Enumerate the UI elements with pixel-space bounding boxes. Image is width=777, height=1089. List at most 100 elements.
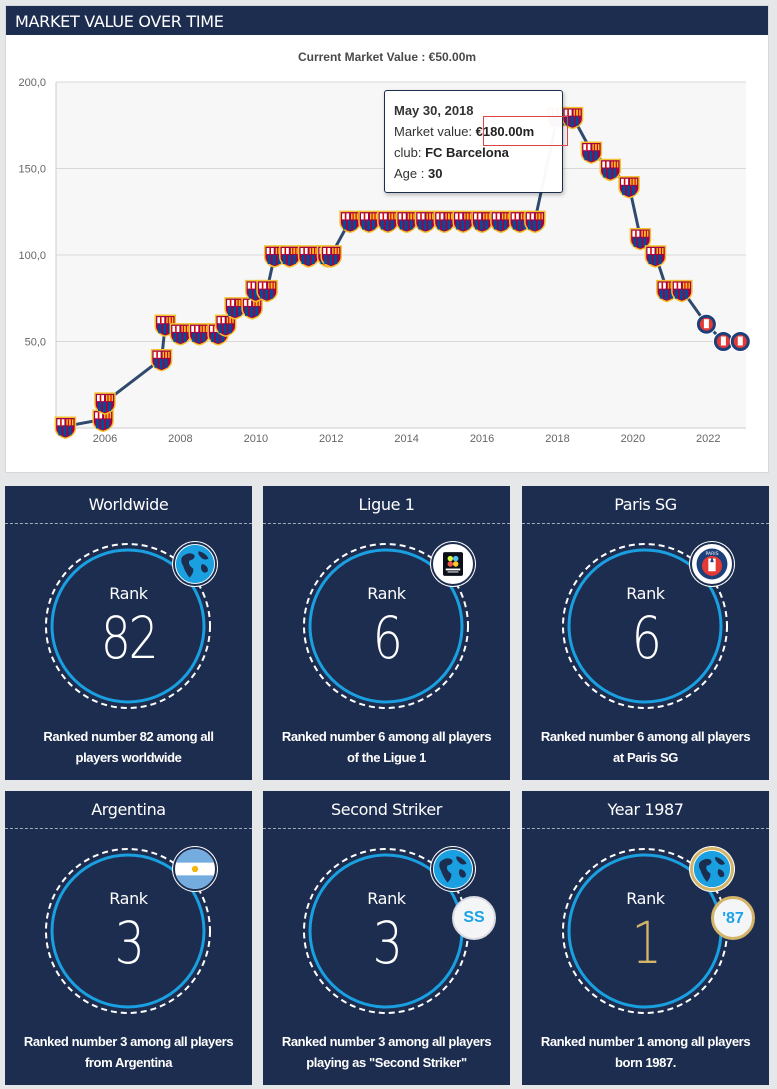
fcb-point-marker[interactable] — [297, 245, 320, 268]
y-tick-label: 100,0 — [18, 250, 46, 262]
globe-icon — [690, 847, 734, 891]
fcb-point-marker[interactable] — [224, 297, 246, 320]
fcb-point-marker[interactable] — [94, 392, 116, 415]
x-tick-label: 2016 — [470, 433, 494, 445]
rank-label: Rank — [367, 584, 406, 603]
rank-ring — [303, 543, 469, 709]
fcb-point-marker[interactable] — [414, 210, 437, 234]
argentina-flag — [173, 847, 217, 891]
fcb-point-marker[interactable] — [150, 349, 173, 372]
chart-tooltip: May 30, 2018 Market value: €180.00m club… — [384, 90, 563, 193]
fcb-point-marker[interactable] — [188, 323, 211, 346]
fcb-point-marker[interactable] — [471, 210, 493, 234]
rank-label: Rank — [367, 889, 406, 908]
rank-card-argentina: Argentina Rank 3 Ranked number 3 among a… — [5, 791, 252, 1085]
rank-card-title: Argentina — [5, 791, 252, 829]
y-tick-label: 150,0 — [18, 164, 46, 176]
fcb-point-marker[interactable] — [377, 210, 399, 234]
x-tick-label: 2020 — [621, 433, 645, 445]
fcb-point-marker[interactable] — [320, 245, 342, 268]
tooltip-date: May 30, 2018 — [394, 103, 474, 118]
rank-description: Ranked number 3 among all players from A… — [23, 1034, 234, 1070]
fcb-point-marker[interactable] — [92, 409, 114, 433]
rank-ring — [45, 543, 211, 709]
fcb-point-marker[interactable] — [629, 227, 652, 251]
rank-card-title: Ligue 1 — [263, 486, 510, 524]
fcb-point-marker[interactable] — [618, 176, 640, 199]
svg-text:PARIS: PARIS — [706, 551, 719, 557]
fcb-point-marker[interactable] — [524, 210, 546, 234]
rank-label: Rank — [626, 889, 665, 908]
psg-crest: PARIS — [690, 542, 734, 586]
tooltip-mv-label: Market value: — [394, 124, 476, 139]
tooltip-club-value: FC Barcelona — [425, 145, 509, 160]
rank-card-title: Paris SG — [522, 486, 769, 524]
x-tick-label: 2018 — [545, 433, 569, 445]
fcb-point-marker[interactable] — [279, 245, 301, 268]
tooltip-age-label: Age : — [394, 166, 428, 181]
position-pill: SS — [452, 896, 496, 940]
rank-label: Rank — [626, 584, 665, 603]
psg-point-marker[interactable] — [712, 331, 734, 352]
y-tick-label: 200,0 — [18, 77, 46, 89]
rank-number: 6 — [372, 604, 403, 672]
market-value-panel: MARKET VALUE OVER TIME Current Market Va… — [5, 5, 769, 473]
fcb-point-marker[interactable] — [358, 210, 380, 234]
globe-icon — [431, 847, 475, 891]
x-tick-label: 2006 — [93, 433, 117, 445]
ligue1-logo — [431, 542, 475, 586]
fcb-point-marker[interactable] — [169, 323, 192, 346]
rank-label: Rank — [109, 584, 148, 603]
x-tick-label: 2010 — [244, 433, 268, 445]
rank-card-year-1987: Year 1987 Rank 1 Ranked number 1 among a… — [522, 791, 769, 1085]
x-tick-label: 2022 — [696, 433, 720, 445]
fcb-point-marker[interactable] — [490, 210, 512, 234]
fcb-point-marker[interactable] — [54, 416, 77, 440]
fcb-point-marker[interactable] — [452, 210, 474, 234]
psg-point-marker[interactable] — [729, 331, 751, 352]
tooltip-age: Age : 30 — [394, 163, 553, 184]
rank-description: Ranked number 82 among all players world… — [43, 729, 214, 765]
rank-description: Ranked number 6 among all players of the… — [281, 729, 492, 765]
x-tick-label: 2014 — [394, 433, 418, 445]
fcb-point-marker[interactable] — [599, 158, 622, 182]
fcb-point-marker[interactable] — [214, 314, 237, 337]
y-tick-label: 50,0 — [25, 337, 46, 349]
fcb-point-marker[interactable] — [644, 245, 667, 268]
rank-card-paris-sg: Paris SG Rank 6 Ranked number 6 among al… — [522, 486, 769, 780]
fcb-point-marker[interactable] — [241, 297, 263, 320]
rank-description: Ranked number 1 among all players born 1… — [540, 1034, 751, 1070]
rank-number: 82 — [100, 604, 159, 672]
fcb-point-marker[interactable] — [580, 141, 603, 164]
tooltip-market-value: Market value: €180.00m — [394, 121, 553, 142]
market-value-header: MARKET VALUE OVER TIME — [6, 6, 768, 35]
rank-card-title: Second Striker — [263, 791, 510, 829]
rank-number: 3 — [114, 909, 145, 977]
tooltip-highlight-box — [483, 116, 568, 146]
current-market-value: Current Market Value : €50.00m — [297, 50, 477, 64]
fcb-point-marker[interactable] — [395, 210, 418, 234]
rank-card-title: Year 1987 — [522, 791, 769, 829]
rank-card-title: Worldwide — [5, 486, 252, 524]
rank-number: 6 — [631, 604, 662, 672]
position-pill: '87 — [711, 896, 755, 940]
fcb-point-marker[interactable] — [256, 279, 278, 303]
x-tick-label: 2008 — [168, 433, 192, 445]
tooltip-mv-value: €180.00m — [475, 124, 535, 139]
rank-card-second-striker: Second Striker Rank 3 Ranked number 3 am… — [263, 791, 510, 1085]
psg-point-marker[interactable] — [695, 313, 717, 335]
rank-description: Ranked number 3 among all players playin… — [281, 1034, 492, 1070]
rank-label: Rank — [109, 889, 148, 908]
rank-number: 1 — [631, 909, 662, 977]
rank-description: Ranked number 6 among all players at Par… — [540, 729, 751, 765]
rank-card-worldwide: Worldwide Rank 82 Ranked number 82 among… — [5, 486, 252, 780]
rank-ring — [45, 848, 211, 1014]
rank-card-ligue-1: Ligue 1 Rank 6 Ranked number 6 among all… — [263, 486, 510, 780]
fcb-point-marker[interactable] — [339, 210, 361, 234]
rank-number: 3 — [372, 909, 403, 977]
tooltip-age-value: 30 — [427, 166, 443, 181]
fcb-point-marker[interactable] — [671, 279, 693, 303]
fcb-point-marker[interactable] — [433, 210, 456, 234]
x-tick-label: 2012 — [319, 433, 343, 445]
tooltip-club: club: FC Barcelona — [394, 142, 553, 163]
